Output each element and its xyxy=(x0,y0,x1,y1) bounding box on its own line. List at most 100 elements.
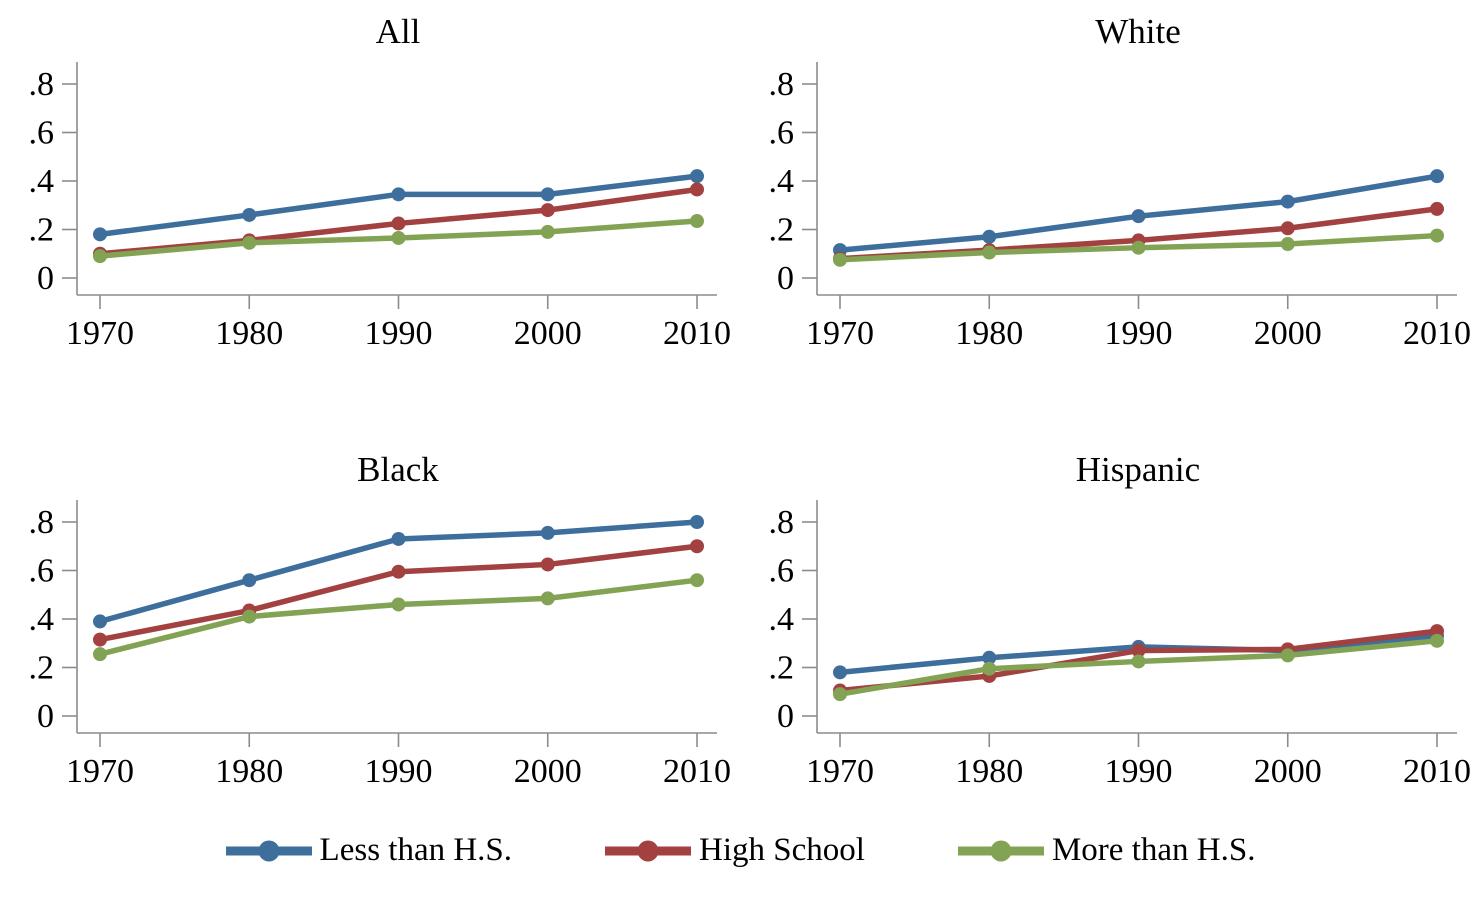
series-high-school xyxy=(833,624,1444,698)
data-point-marker xyxy=(391,216,406,231)
legend-item-label: Less than H.S. xyxy=(319,832,513,868)
legend: Less than H.S. High School More than H.S… xyxy=(0,832,1480,869)
data-point-marker xyxy=(242,609,257,624)
x-axis: 1970 1980 1990 2000 2010 xyxy=(806,294,1471,352)
y-tick-label: .4 xyxy=(29,601,55,638)
data-point-marker xyxy=(690,539,704,554)
x-tick-label: 1980 xyxy=(215,753,283,790)
data-point-marker xyxy=(833,665,847,680)
data-point-marker xyxy=(93,632,107,647)
y-tick-label: .8 xyxy=(29,66,55,103)
panel-title-all: All xyxy=(375,12,421,51)
x-tick-label: 2000 xyxy=(1254,753,1322,790)
series-more-than-h-s xyxy=(833,633,1444,702)
data-point-marker xyxy=(540,557,555,572)
y-tick-label: 0 xyxy=(777,260,794,297)
series-more-than-h-s xyxy=(93,214,704,264)
line-chart-black: 0 .2 .4 .6 .8 1970 1980 1990 2000 2010 xyxy=(29,500,731,790)
data-point-marker xyxy=(1430,201,1444,216)
data-point-marker xyxy=(982,661,997,676)
data-point-marker xyxy=(1131,643,1146,658)
y-tick-label: .2 xyxy=(29,650,55,687)
y-tick-label: .2 xyxy=(769,650,795,687)
y-axis: 0 .2 .4 .6 .8 xyxy=(29,62,78,297)
data-point-marker xyxy=(391,531,406,546)
data-point-marker xyxy=(982,245,997,260)
y-tick-label: .4 xyxy=(769,601,795,638)
data-point-marker xyxy=(1280,648,1295,663)
data-point-marker xyxy=(833,252,847,267)
x-axis: 1970 1980 1990 2000 2010 xyxy=(66,732,731,790)
data-point-marker xyxy=(540,224,555,239)
data-point-marker xyxy=(1430,624,1444,639)
x-tick-label: 2000 xyxy=(514,753,582,790)
data-point-marker xyxy=(982,650,997,665)
y-tick-label: .8 xyxy=(29,504,55,541)
data-point-marker xyxy=(242,207,257,222)
panel-black: Black 0 .2 .4 .6 .8 1970 1980 1990 2000 2010 xyxy=(0,438,740,798)
y-axis: 0 .2 .4 .6 .8 xyxy=(29,500,78,735)
legend-item-more-than-hs: More than H.S. xyxy=(957,832,1255,869)
data-point-marker xyxy=(391,187,406,202)
line-chart-all: 0 .2 .4 .6 .8 1970 1980 1990 2000 2010 xyxy=(29,62,731,352)
y-axis: 0 .2 .4 .6 .8 xyxy=(769,62,818,297)
data-point-marker xyxy=(1280,194,1295,209)
y-tick-label: 0 xyxy=(37,698,54,735)
panel-title-hispanic: Hispanic xyxy=(1075,450,1201,489)
legend-item-label: More than H.S. xyxy=(1051,832,1256,868)
y-tick-label: .4 xyxy=(29,163,55,200)
data-point-marker xyxy=(540,187,555,202)
legend-item-high-school: High School xyxy=(604,832,865,869)
x-tick-label: 1970 xyxy=(66,315,134,352)
y-tick-label: .6 xyxy=(769,115,795,152)
data-point-marker xyxy=(1280,237,1295,252)
data-point-marker xyxy=(690,573,704,588)
data-point-marker xyxy=(1280,221,1295,236)
x-tick-label: 2000 xyxy=(1254,315,1322,352)
data-point-marker xyxy=(540,203,555,218)
data-point-marker xyxy=(1430,228,1444,243)
x-tick-label: 1980 xyxy=(955,315,1023,352)
y-tick-label: .6 xyxy=(29,115,55,152)
x-axis: 1970 1980 1990 2000 2010 xyxy=(806,732,1471,790)
data-point-marker xyxy=(93,249,107,264)
x-tick-label: 1980 xyxy=(955,753,1023,790)
series-less-than-h-s xyxy=(93,169,704,242)
data-point-marker xyxy=(93,647,107,662)
data-point-marker xyxy=(833,687,847,702)
panel-hispanic: Hispanic 0 .2 .4 .6 .8 1970 1980 1990 2000 2010 xyxy=(740,438,1480,798)
x-tick-label: 1990 xyxy=(365,315,433,352)
x-tick-label: 1970 xyxy=(66,753,134,790)
line-chart-white: 0 .2 .4 .6 .8 1970 1980 1990 2000 2010 xyxy=(769,62,1471,352)
x-tick-label: 1990 xyxy=(365,753,433,790)
line-chart-hispanic: 0 .2 .4 .6 .8 1970 1980 1990 2000 2010 xyxy=(769,500,1471,790)
data-point-marker xyxy=(1430,169,1444,184)
y-tick-label: 0 xyxy=(37,260,54,297)
x-tick-label: 1980 xyxy=(215,315,283,352)
data-point-marker xyxy=(391,564,406,579)
data-point-marker xyxy=(1131,654,1146,669)
data-point-marker xyxy=(242,235,257,250)
y-tick-label: .8 xyxy=(769,66,795,103)
x-tick-label: 1970 xyxy=(806,315,874,352)
panel-grid: All 0 .2 .4 .6 .8 1970 1980 1990 2000 2010 White … xyxy=(0,0,1480,798)
panel-title-black: Black xyxy=(357,450,439,489)
y-tick-label: .4 xyxy=(769,163,795,200)
data-point-marker xyxy=(391,230,406,245)
series-more-than-h-s xyxy=(93,573,704,662)
data-point-marker xyxy=(93,227,107,242)
y-tick-label: .6 xyxy=(29,553,55,590)
panel-all: All 0 .2 .4 .6 .8 1970 1980 1990 2000 2010 xyxy=(0,0,740,360)
x-tick-label: 1990 xyxy=(1105,753,1173,790)
data-point-marker xyxy=(690,214,704,229)
data-point-marker xyxy=(690,182,704,197)
x-axis: 1970 1980 1990 2000 2010 xyxy=(66,294,731,352)
legend-line-marker-icon xyxy=(605,840,692,861)
y-tick-label: .8 xyxy=(769,504,795,541)
data-point-marker xyxy=(242,573,257,588)
x-tick-label: 1970 xyxy=(806,753,874,790)
y-tick-label: 0 xyxy=(777,698,794,735)
legend-line-marker-icon xyxy=(957,840,1044,861)
legend-item-less-than-hs: Less than H.S. xyxy=(225,832,513,869)
